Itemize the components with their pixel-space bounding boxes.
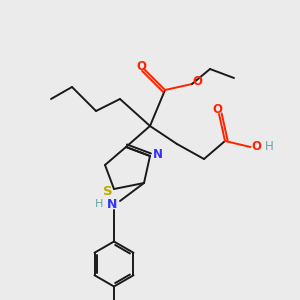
Text: H: H [95, 199, 103, 209]
Text: O: O [251, 140, 261, 154]
Text: N: N [106, 198, 117, 211]
Text: S: S [103, 185, 112, 198]
Text: H: H [265, 140, 274, 154]
Text: O: O [136, 59, 146, 73]
Text: O: O [192, 75, 203, 88]
Text: N: N [152, 148, 163, 161]
Text: O: O [212, 103, 223, 116]
